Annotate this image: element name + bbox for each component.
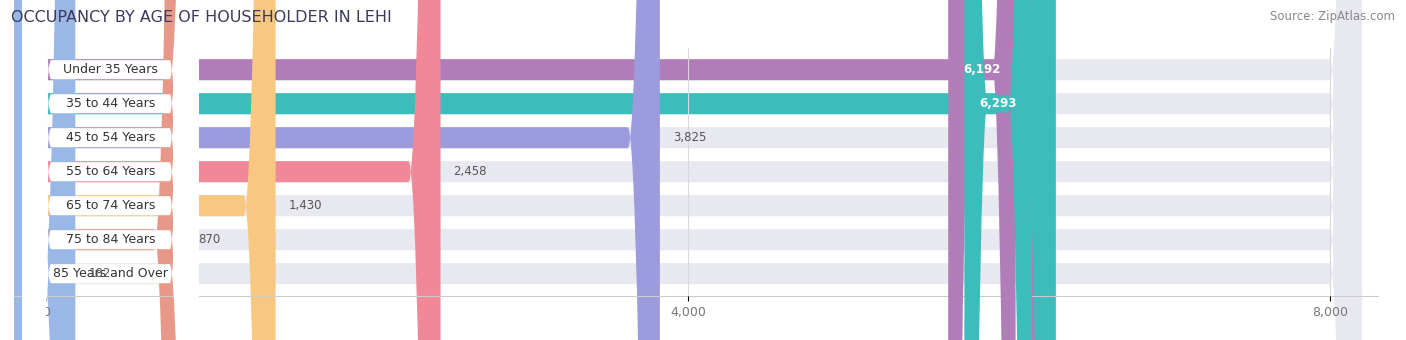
Text: 85 Years and Over: 85 Years and Over xyxy=(53,267,167,280)
Text: OCCUPANCY BY AGE OF HOUSEHOLDER IN LEHI: OCCUPANCY BY AGE OF HOUSEHOLDER IN LEHI xyxy=(11,10,392,25)
Text: 65 to 74 Years: 65 to 74 Years xyxy=(66,199,155,212)
FancyBboxPatch shape xyxy=(14,0,1362,340)
Text: 45 to 54 Years: 45 to 54 Years xyxy=(66,131,155,144)
FancyBboxPatch shape xyxy=(14,0,1039,340)
Text: 35 to 44 Years: 35 to 44 Years xyxy=(66,97,155,110)
FancyBboxPatch shape xyxy=(14,0,1362,340)
FancyBboxPatch shape xyxy=(14,0,1362,340)
Text: 1,430: 1,430 xyxy=(288,199,322,212)
Text: 182: 182 xyxy=(89,267,111,280)
Text: 6,192: 6,192 xyxy=(963,63,1001,76)
FancyBboxPatch shape xyxy=(14,0,1056,340)
FancyBboxPatch shape xyxy=(948,0,1015,340)
FancyBboxPatch shape xyxy=(14,0,1362,340)
FancyBboxPatch shape xyxy=(22,0,198,340)
FancyBboxPatch shape xyxy=(22,0,198,340)
FancyBboxPatch shape xyxy=(14,0,186,340)
FancyBboxPatch shape xyxy=(14,0,659,340)
FancyBboxPatch shape xyxy=(14,0,276,340)
FancyBboxPatch shape xyxy=(22,0,198,340)
FancyBboxPatch shape xyxy=(22,0,198,340)
FancyBboxPatch shape xyxy=(22,0,198,340)
Text: 6,293: 6,293 xyxy=(980,97,1017,110)
FancyBboxPatch shape xyxy=(14,0,440,340)
Text: Under 35 Years: Under 35 Years xyxy=(63,63,157,76)
FancyBboxPatch shape xyxy=(14,0,76,340)
FancyBboxPatch shape xyxy=(22,0,198,340)
FancyBboxPatch shape xyxy=(22,0,198,340)
FancyBboxPatch shape xyxy=(14,0,1362,340)
Text: Source: ZipAtlas.com: Source: ZipAtlas.com xyxy=(1270,10,1395,23)
FancyBboxPatch shape xyxy=(965,0,1032,340)
Text: 55 to 64 Years: 55 to 64 Years xyxy=(66,165,155,178)
Text: 3,825: 3,825 xyxy=(672,131,706,144)
Text: 870: 870 xyxy=(198,233,221,246)
Text: 2,458: 2,458 xyxy=(453,165,486,178)
Text: 75 to 84 Years: 75 to 84 Years xyxy=(66,233,155,246)
FancyBboxPatch shape xyxy=(14,0,1362,340)
FancyBboxPatch shape xyxy=(14,0,1362,340)
